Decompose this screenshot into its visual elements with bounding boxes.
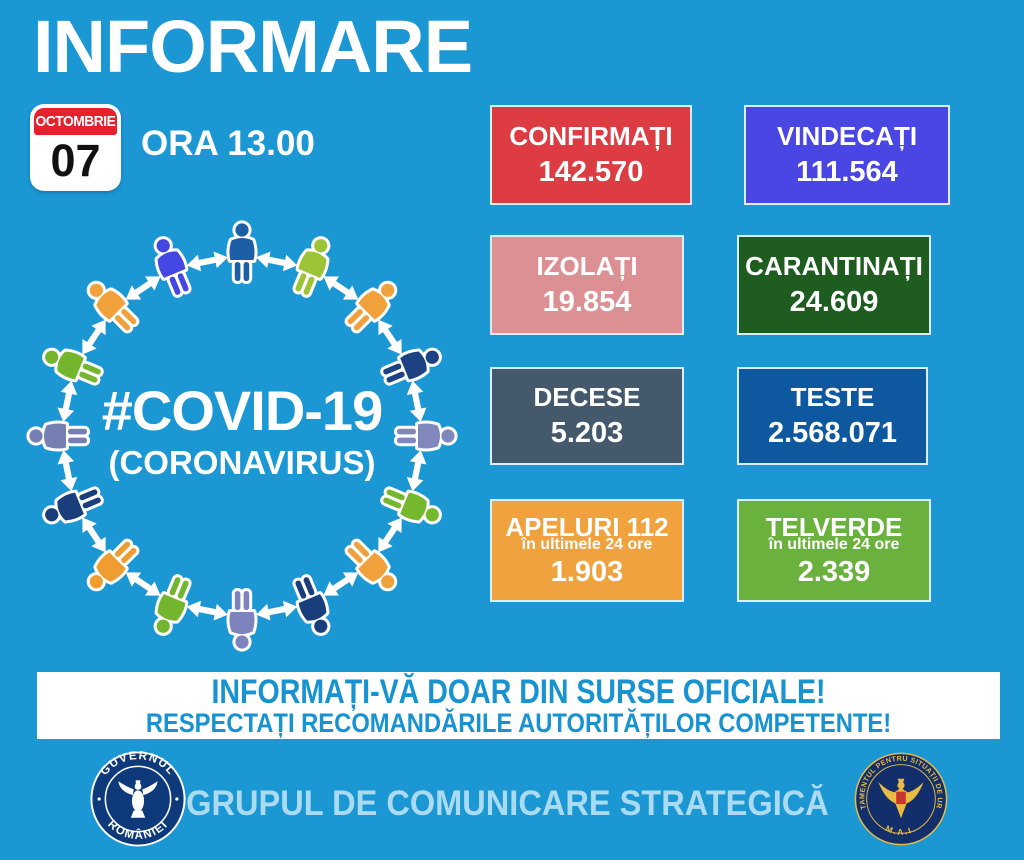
covid-hashtag: #COVID-19 [102, 379, 382, 442]
double-arrow-icon [256, 600, 298, 621]
stat-box-teste: TESTE 2.568.071 [737, 367, 928, 465]
double-arrow-icon [256, 251, 298, 272]
stat-value: 111.564 [796, 156, 898, 189]
stat-label: TESTE [790, 382, 875, 412]
dsu-mai-seal: DEPARTAMENTUL PENTRU SITUAȚII DE URGENȚĂ… [854, 752, 948, 846]
person-icon [380, 484, 443, 529]
stat-value: 5.203 [550, 417, 624, 449]
double-arrow-icon [82, 517, 106, 553]
person-icon [29, 423, 87, 448]
person-icon [380, 343, 443, 388]
person-icon [229, 223, 254, 281]
double-arrow-icon [57, 450, 78, 492]
person-icon [290, 235, 335, 298]
double-arrow-icon [186, 600, 228, 621]
stat-sublabel: în ultimele 24 ore [768, 536, 900, 554]
person-icon [41, 343, 104, 388]
double-arrow-icon [406, 380, 427, 422]
stat-value: 19.854 [542, 286, 632, 319]
page-title: INFORMARE [33, 5, 473, 88]
person-icon [83, 277, 141, 335]
stat-box-izolati: IZOLAȚI 19.854 [490, 235, 684, 335]
coronavirus-subtitle: (CORONAVIRUS) [108, 444, 375, 481]
double-arrow-icon [378, 517, 402, 553]
double-arrow-icon [323, 572, 359, 596]
double-arrow-icon [57, 380, 78, 422]
stat-box-carantinati: CARANTINAȚI 24.609 [737, 235, 931, 335]
stat-label: DECESE [533, 382, 641, 412]
stat-label: APELURI 112 [505, 512, 669, 543]
stat-value: 142.570 [538, 156, 644, 189]
person-icon [149, 574, 194, 637]
double-arrow-icon [378, 319, 402, 355]
person-icon [290, 574, 335, 637]
stat-box-confirmati: CONFIRMAȚI 142.570 [490, 105, 692, 205]
stat-label: TELVERDE [765, 512, 903, 543]
double-arrow-icon [186, 251, 228, 272]
official-sources-banner: INFORMAȚI-VĂ DOAR DIN SURSE OFICIALE! RE… [37, 672, 1000, 739]
person-icon [343, 537, 401, 595]
stat-box-apeluri-112: APELURI 112 în ultimele 24 ore 1.903 [490, 499, 684, 602]
stat-value: 2.568.071 [767, 417, 897, 449]
person-icon [41, 484, 104, 529]
stat-box-vindecati: VINDECAȚI 111.564 [744, 105, 950, 205]
person-icon [83, 537, 141, 595]
double-arrow-icon [125, 572, 161, 596]
calendar-day: 07 [50, 135, 101, 186]
stat-box-decese: DECESE 5.203 [490, 367, 684, 465]
person-icon [149, 235, 194, 298]
seal-bottom-text: M.A.I. [884, 823, 916, 837]
stat-label: IZOLAȚI [536, 250, 638, 281]
person-icon [229, 591, 254, 649]
banner-line-2: RESPECTAȚI RECOMANDĂRILE AUTORITĂȚILOR C… [145, 707, 892, 738]
guvernul-romaniei-seal: GUVERNUL ROMÂNIEI [90, 751, 186, 847]
double-arrow-icon [125, 276, 161, 300]
footer-group-label: GRUPUL DE COMUNICARE STRATEGICĂ [185, 784, 829, 823]
people-ring-graphic: #COVID-19 (CORONAVIRUS) [12, 206, 472, 666]
calendar-icon: OCTOMBRIE 07 [30, 104, 121, 191]
stat-value: 2.339 [797, 555, 871, 588]
person-icon [397, 423, 455, 448]
double-arrow-icon [323, 276, 359, 300]
calendar-month: OCTOMBRIE [34, 108, 117, 135]
svg-text:M.A.I.: M.A.I. [884, 823, 918, 837]
banner-line-1: INFORMAȚI-VĂ DOAR DIN SURSE OFICIALE! [211, 672, 826, 711]
stat-label: VINDECAȚI [776, 120, 918, 151]
person-icon [343, 277, 401, 335]
report-time: ORA 13.00 [141, 124, 315, 163]
eagle-emblem-icon [878, 778, 924, 819]
stat-value: 1.903 [550, 555, 624, 588]
double-arrow-icon [82, 319, 106, 355]
stat-value: 24.609 [789, 286, 879, 319]
coat-of-arms-icon [118, 780, 158, 818]
double-arrow-icon [406, 450, 427, 492]
stat-label: CONFIRMAȚI [509, 120, 673, 151]
stat-label: CARANTINAȚI [745, 250, 923, 281]
stat-sublabel: în ultimele 24 ore [521, 536, 653, 554]
stat-box-telverde: TELVERDE în ultimele 24 ore 2.339 [737, 499, 931, 602]
